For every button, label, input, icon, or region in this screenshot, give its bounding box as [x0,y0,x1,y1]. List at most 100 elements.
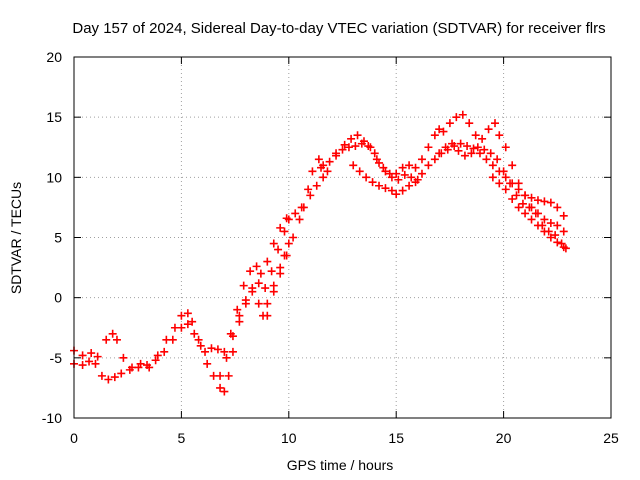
data-point [435,149,444,158]
data-point [276,269,285,278]
data-point [304,185,313,194]
data-point [525,203,534,212]
data-point [460,151,469,160]
data-point [480,145,489,154]
data-point [319,173,328,182]
data-point [362,173,371,182]
data-point [263,311,272,320]
data-point [299,203,308,212]
satellite-track [263,167,332,320]
data-point [495,179,504,188]
data-point [280,227,289,236]
data-point [471,131,480,140]
data-point [366,143,375,152]
satellite-track [349,139,568,220]
data-point [213,345,222,354]
data-point [417,155,426,164]
data-point [284,215,293,224]
satellite-track [70,214,291,372]
data-point [488,173,497,182]
data-point [405,161,414,170]
data-point [353,131,362,140]
data-point [224,371,233,380]
data-point [188,317,197,326]
data-point [417,169,426,178]
x-tick-label: 15 [388,430,404,446]
data-point [527,193,536,202]
data-point [458,110,467,119]
data-point [291,209,300,218]
data-point [482,155,491,164]
data-point [486,149,495,158]
x-tick-label: 0 [70,430,78,446]
data-point [454,146,463,155]
data-point [368,178,377,187]
data-point [102,335,111,344]
data-point [222,353,231,362]
data-point [559,211,568,220]
data-point [506,179,515,188]
data-point [430,131,439,140]
data-point [263,257,272,266]
data-point [469,144,478,153]
data-point [177,311,186,320]
data-point [551,231,560,240]
data-point [78,361,87,370]
data-point [521,191,530,200]
data-point [284,239,293,248]
data-point [190,329,199,338]
data-point [340,140,349,149]
data-point [233,305,242,314]
data-point [85,357,94,366]
data-point [508,161,517,170]
data-point [267,267,276,276]
data-point [228,347,237,356]
data-point [317,163,326,172]
data-point [559,227,568,236]
data-point [153,351,162,360]
plot-frame [73,56,612,419]
data-point [312,181,321,190]
data-point [203,359,212,368]
x-tick-label: 10 [281,430,297,446]
data-point [136,359,145,368]
data-point [344,143,353,152]
data-point [276,223,285,232]
data-point [424,161,433,170]
data-point [540,197,549,206]
data-point [514,179,523,188]
y-tick-label: 15 [46,109,62,125]
data-point [332,149,341,158]
data-point [170,323,179,332]
data-point [269,239,278,248]
data-point [117,369,126,378]
data-point [514,203,523,212]
data-point [145,363,154,372]
data-point [78,351,87,360]
data-point [254,299,263,308]
data-point [546,198,555,207]
data-point [220,387,229,396]
data-point [216,383,225,392]
data-point [465,119,474,128]
data-point [493,155,502,164]
data-point [112,335,121,344]
data-point [351,142,360,151]
data-point [183,320,192,329]
data-point [216,371,225,380]
data-point [448,139,457,148]
data-point [274,245,283,254]
data-point [411,163,420,172]
data-point [372,155,381,164]
data-point [501,143,510,152]
data-point [196,341,205,350]
data-point [424,143,433,152]
data-point [445,119,454,128]
data-point [441,143,450,152]
data-point [379,163,388,172]
data-point [518,199,527,208]
data-point [411,178,420,187]
data-point [162,335,171,344]
data-point [220,347,229,356]
data-point [540,227,549,236]
